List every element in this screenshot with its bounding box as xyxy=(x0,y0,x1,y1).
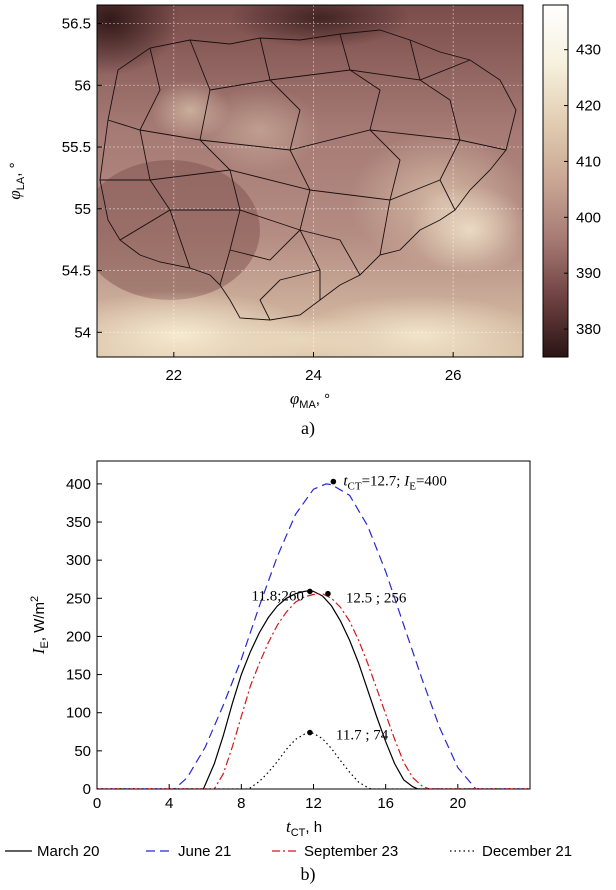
colorbar-tick-label: 430 xyxy=(576,42,601,59)
peak-marker-2 xyxy=(325,590,331,597)
series-line-3 xyxy=(97,731,530,789)
line-chart-x-tick-label: 20 xyxy=(449,795,466,812)
map-grid xyxy=(97,5,523,357)
line-chart-x-tick-label: 0 xyxy=(93,795,101,812)
peak-marker-0 xyxy=(330,478,337,485)
line-chart-y-tick-label: 350 xyxy=(66,514,91,531)
colorbar-ticks: 380 390 400 410 420 430 xyxy=(564,42,601,338)
line-chart-y-tick-label: 50 xyxy=(74,743,91,760)
panel-label-b: b) xyxy=(301,864,316,885)
peak-label-2: 12.5 ; 256 xyxy=(346,591,407,607)
line-chart-x-tick-label: 4 xyxy=(165,795,173,812)
line-chart-y-tick-label: 0 xyxy=(83,781,91,798)
line-chart-y-tick-label: 200 xyxy=(66,628,91,645)
colorbar-scale xyxy=(542,4,569,358)
heatmap-y-axis-label: φLA, ° xyxy=(5,162,27,199)
peak-label-3: 11.7 ; 74 xyxy=(336,728,389,744)
line-chart-x-tick-label: 8 xyxy=(237,795,245,812)
line-chart-panel: 0 50 100 150 200 250 300 350 400 0 4 8 12 16 20 tCT=1… xyxy=(5,460,572,885)
series-line-2 xyxy=(97,593,530,789)
panel-label-a: a) xyxy=(301,418,315,439)
region-borders xyxy=(99,29,517,321)
line-chart-y-tick-label: 150 xyxy=(66,667,91,684)
legend-label-0: March 20 xyxy=(37,843,100,860)
series-line-0 xyxy=(97,590,530,789)
heatmap-y-tick-label: 54 xyxy=(74,324,91,341)
colorbar-tick-label: 400 xyxy=(576,209,601,226)
heatmap-y-tick-label: 55.5 xyxy=(62,139,91,156)
legend-label-1: June 21 xyxy=(178,843,231,860)
legend-label-3: December 21 xyxy=(482,843,572,860)
heatmap-axes-frame xyxy=(96,4,524,358)
heatmap-x-tick-label: 26 xyxy=(445,367,462,384)
line-chart-y-ticks: 0 50 100 150 200 250 300 350 400 xyxy=(66,476,102,798)
line-chart-x-tick-label: 16 xyxy=(377,795,394,812)
heatmap-y-tick-label: 54.5 xyxy=(62,263,91,280)
colorbar-tick-label: 410 xyxy=(576,153,601,170)
heatmap-field xyxy=(97,5,523,357)
line-chart-y-axis-label: IE, W/m2 xyxy=(29,596,51,655)
heatmap-x-ticks: 22 24 26 xyxy=(165,352,462,384)
colorbar-tick-label: 390 xyxy=(576,265,601,282)
heatmap-x-tick-label: 24 xyxy=(305,367,322,384)
heatmap-y-tick-label: 55 xyxy=(74,201,91,218)
line-chart-x-ticks: 0 4 8 12 16 20 xyxy=(93,784,466,812)
colorbar-tick-label: 420 xyxy=(576,98,601,115)
line-chart-y-tick-label: 400 xyxy=(66,476,91,493)
heatmap-y-tick-label: 56.5 xyxy=(62,16,91,33)
line-chart-y-tick-label: 100 xyxy=(66,705,91,722)
line-chart-x-axis-label: tCT, h xyxy=(286,817,322,839)
series-line-1 xyxy=(97,483,530,789)
peak-label-1: 11.8;260 xyxy=(252,588,304,604)
peak-marker-1 xyxy=(307,588,313,595)
line-chart-markers: tCT=12.7; IE=400 11.8;260 12.5 ; 256 11.7 ;… xyxy=(252,474,447,744)
heatmap-x-tick-label: 22 xyxy=(165,367,182,384)
line-chart-axes-frame xyxy=(96,460,531,790)
heatmap-x-axis-label: φMA, ° xyxy=(290,389,330,411)
line-chart-series xyxy=(97,483,530,789)
legend-label-2: September 23 xyxy=(304,843,398,860)
heatmap-y-tick-label: 56 xyxy=(74,77,91,94)
line-chart-x-tick-label: 12 xyxy=(305,795,322,812)
colorbar: 380 390 400 410 420 430 xyxy=(542,4,601,358)
heatmap-y-ticks: 54 54.5 55 55.5 56 56.5 xyxy=(62,16,102,341)
legend: March 20 June 21 September 23 December 21 xyxy=(5,843,572,860)
peak-marker-3 xyxy=(307,729,313,736)
line-chart-y-tick-label: 300 xyxy=(66,552,91,569)
line-chart-y-tick-label: 250 xyxy=(66,590,91,607)
colorbar-tick-label: 380 xyxy=(576,321,601,338)
peak-label-0: tCT=12.7; IE=400 xyxy=(343,474,447,493)
